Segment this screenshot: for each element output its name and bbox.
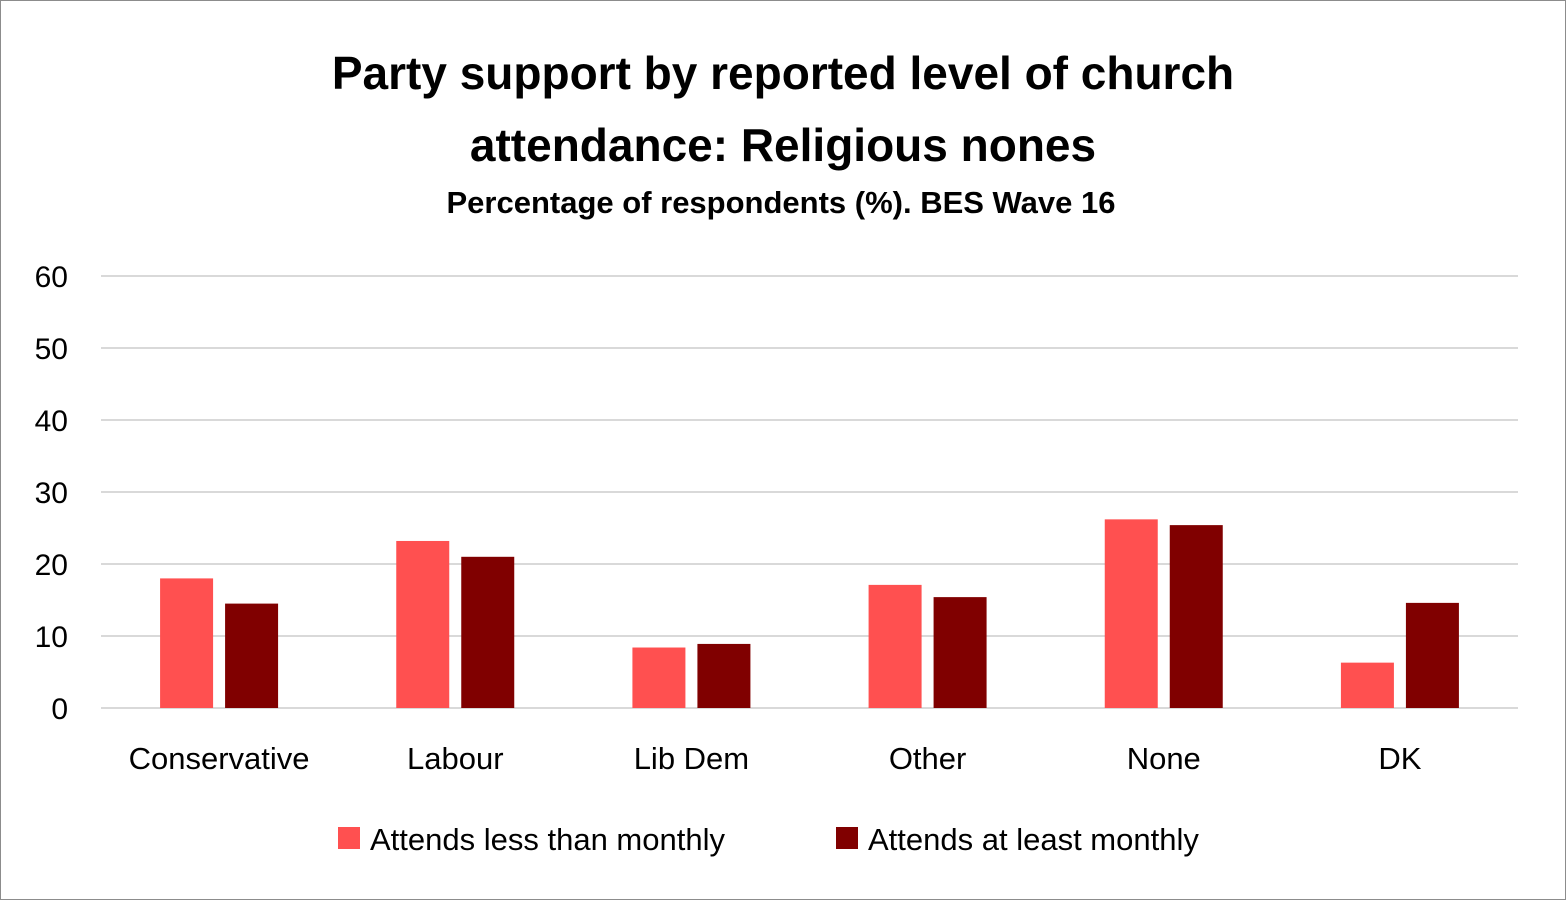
bar-other-series-1: [868, 584, 922, 708]
bar-labour-series-1: [396, 540, 450, 708]
x-category-label: Conservative: [129, 741, 310, 776]
x-category-label: Other: [889, 741, 967, 776]
bar-conservative-series-2: [225, 603, 279, 708]
x-category-label: Labour: [407, 741, 504, 776]
bar-labour-series-2: [461, 556, 515, 708]
y-tick-label: 40: [35, 405, 68, 438]
y-axis-ticks: 0 10 20 30 40 50 60: [35, 261, 68, 726]
bar-other-series-2: [933, 597, 987, 708]
legend-swatch-2: [836, 827, 858, 849]
legend: Attends less than monthly Attends at leas…: [338, 822, 1199, 857]
x-category-label: Lib Dem: [634, 741, 749, 776]
bars: [160, 519, 1459, 708]
y-tick-label: 60: [35, 261, 68, 294]
bar-lib-dem-series-1: [632, 647, 686, 708]
y-tick-label: 50: [35, 333, 68, 366]
y-tick-label: 10: [35, 621, 68, 654]
bar-none-series-2: [1169, 525, 1223, 708]
bar-conservative-series-1: [160, 578, 214, 708]
bar-dk-series-2: [1405, 602, 1459, 708]
legend-label-1: Attends less than monthly: [370, 822, 725, 857]
legend-label-2: Attends at least monthly: [868, 822, 1199, 857]
bar-dk-series-1: [1340, 662, 1394, 708]
y-tick-label: 30: [35, 477, 68, 510]
chart-title: Party support by reported level of churc…: [332, 47, 1234, 171]
x-category-label: DK: [1378, 741, 1421, 776]
chart-title-line-1: Party support by reported level of churc…: [332, 47, 1234, 99]
legend-swatch-1: [338, 827, 360, 849]
x-category-label: None: [1127, 741, 1201, 776]
y-tick-label: 0: [51, 693, 68, 726]
chart-title-line-2: attendance: Religious nones: [470, 119, 1096, 171]
chart-subtitle: Percentage of respondents (%). BES Wave …: [447, 185, 1116, 220]
bar-none-series-1: [1104, 519, 1158, 708]
bar-lib-dem-series-2: [697, 643, 751, 708]
y-tick-label: 20: [35, 549, 68, 582]
gridlines: [101, 275, 1518, 709]
x-axis-categories: Conservative Labour Lib Dem Other None DK: [129, 741, 1422, 776]
